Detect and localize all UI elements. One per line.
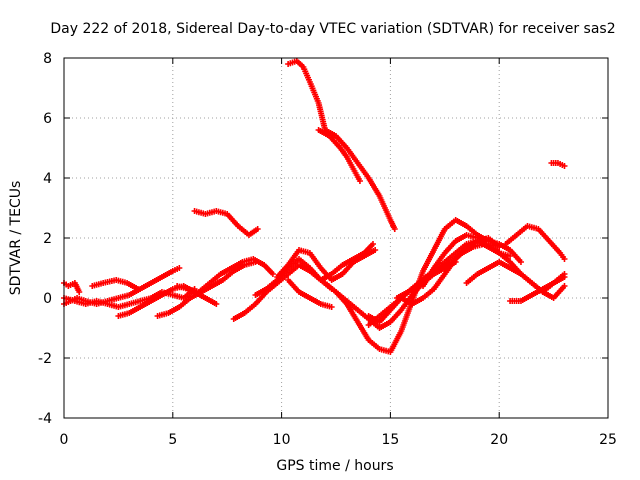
data-point	[328, 304, 335, 310]
grid	[64, 58, 608, 418]
series-t24	[507, 274, 568, 304]
y-tick-label: 4	[43, 171, 52, 187]
x-tick-label: 10	[273, 432, 291, 448]
data-point	[176, 265, 183, 271]
series-t16	[333, 217, 492, 355]
x-tick-label: 0	[60, 432, 69, 448]
data-point	[507, 253, 514, 259]
axis-ticks: 0 5 10 15 20 25 -4 -2 0 2 4 6 8	[38, 51, 617, 448]
series-t25	[548, 160, 568, 169]
data-point	[213, 301, 220, 307]
series-t12	[285, 277, 335, 310]
series-t14	[315, 127, 363, 184]
series-t4	[89, 277, 141, 292]
x-tick-label: 5	[168, 432, 177, 448]
series-t13	[285, 58, 398, 232]
data-points	[61, 58, 568, 355]
data-point	[134, 286, 141, 292]
y-tick-label: -2	[38, 351, 52, 367]
y-tick-label: 2	[43, 231, 52, 247]
y-tick-label: 0	[43, 291, 52, 307]
x-axis-label: GPS time / hours	[276, 458, 393, 474]
data-point	[517, 259, 524, 265]
plot-frame	[63, 57, 609, 419]
y-tick-label: 8	[43, 51, 52, 67]
series-t23	[502, 223, 568, 262]
data-point	[76, 289, 83, 295]
data-point	[561, 274, 568, 280]
series-t3	[61, 280, 83, 295]
data-point	[391, 226, 398, 232]
series-t11	[274, 247, 379, 283]
data-point	[561, 283, 568, 289]
data-point	[356, 178, 363, 184]
data-point	[369, 241, 376, 247]
x-tick-label: 25	[599, 432, 617, 448]
data-point	[254, 226, 261, 232]
series-t8	[174, 256, 276, 295]
data-point	[372, 247, 379, 253]
x-tick-label: 20	[490, 432, 508, 448]
x-tick-label: 15	[381, 432, 399, 448]
chart-title: Day 222 of 2018, Sidereal Day-to-day VTE…	[50, 21, 615, 37]
data-point	[269, 271, 276, 277]
series-t19	[393, 241, 487, 301]
y-axis-label: SDTVAR / TECUs	[8, 181, 24, 296]
series-t20	[420, 232, 524, 289]
data-point	[561, 163, 568, 169]
y-tick-label: 6	[43, 111, 52, 127]
y-tick-label: -4	[38, 411, 52, 427]
series-t7	[191, 208, 261, 238]
data-point	[561, 256, 568, 262]
